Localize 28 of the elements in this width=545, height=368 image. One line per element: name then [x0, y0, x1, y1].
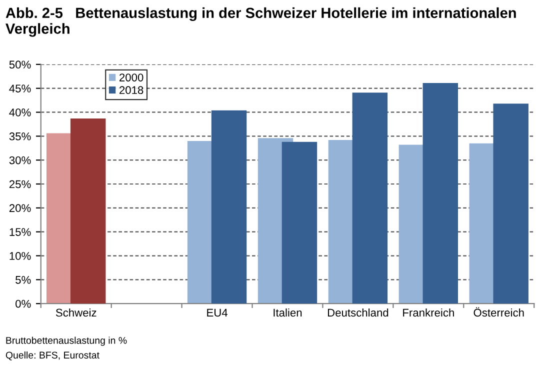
y-tick-label: 15% — [10, 228, 31, 236]
y-tick-label: 5% — [16, 276, 31, 284]
chart-title: Abb. 2-5 Bettenauslastung in der Schweizer Hotellerie im internationalen Vergleich — [6, 7, 516, 37]
y-tick-label: 35% — [9, 132, 31, 140]
y-tick-label: 25% — [9, 180, 31, 188]
x-tick-label: Frankreich — [403, 308, 454, 317]
legend-label: 2000 — [120, 74, 144, 82]
bar — [282, 142, 318, 304]
bar — [493, 104, 528, 304]
y-tick-label: 10% — [10, 252, 31, 260]
bar — [211, 110, 247, 304]
y-tick-label: 30% — [9, 156, 31, 164]
y-tick-label: 40% — [9, 108, 31, 116]
legend-label: 2018 — [120, 86, 144, 94]
source-note: Quelle: BFS, Eurostat — [6, 351, 100, 360]
text: Bruttobettenauslastung in % — [6, 336, 127, 346]
x-tick-label: EU4 — [207, 308, 228, 317]
bar — [352, 92, 388, 304]
x-tick-label: Österreich — [474, 307, 524, 317]
x-tick-label: Italien — [274, 308, 302, 317]
y-tick-label: 45% — [9, 84, 31, 92]
y-tick-label: 0% — [16, 300, 31, 308]
x-tick-label: Deutschland — [328, 308, 388, 317]
y-tick-label: 50% — [9, 60, 31, 69]
y-tick-label: 20% — [9, 204, 31, 212]
bar — [70, 118, 106, 304]
x-tick-label: Schweiz — [56, 308, 96, 317]
bar — [422, 83, 458, 304]
